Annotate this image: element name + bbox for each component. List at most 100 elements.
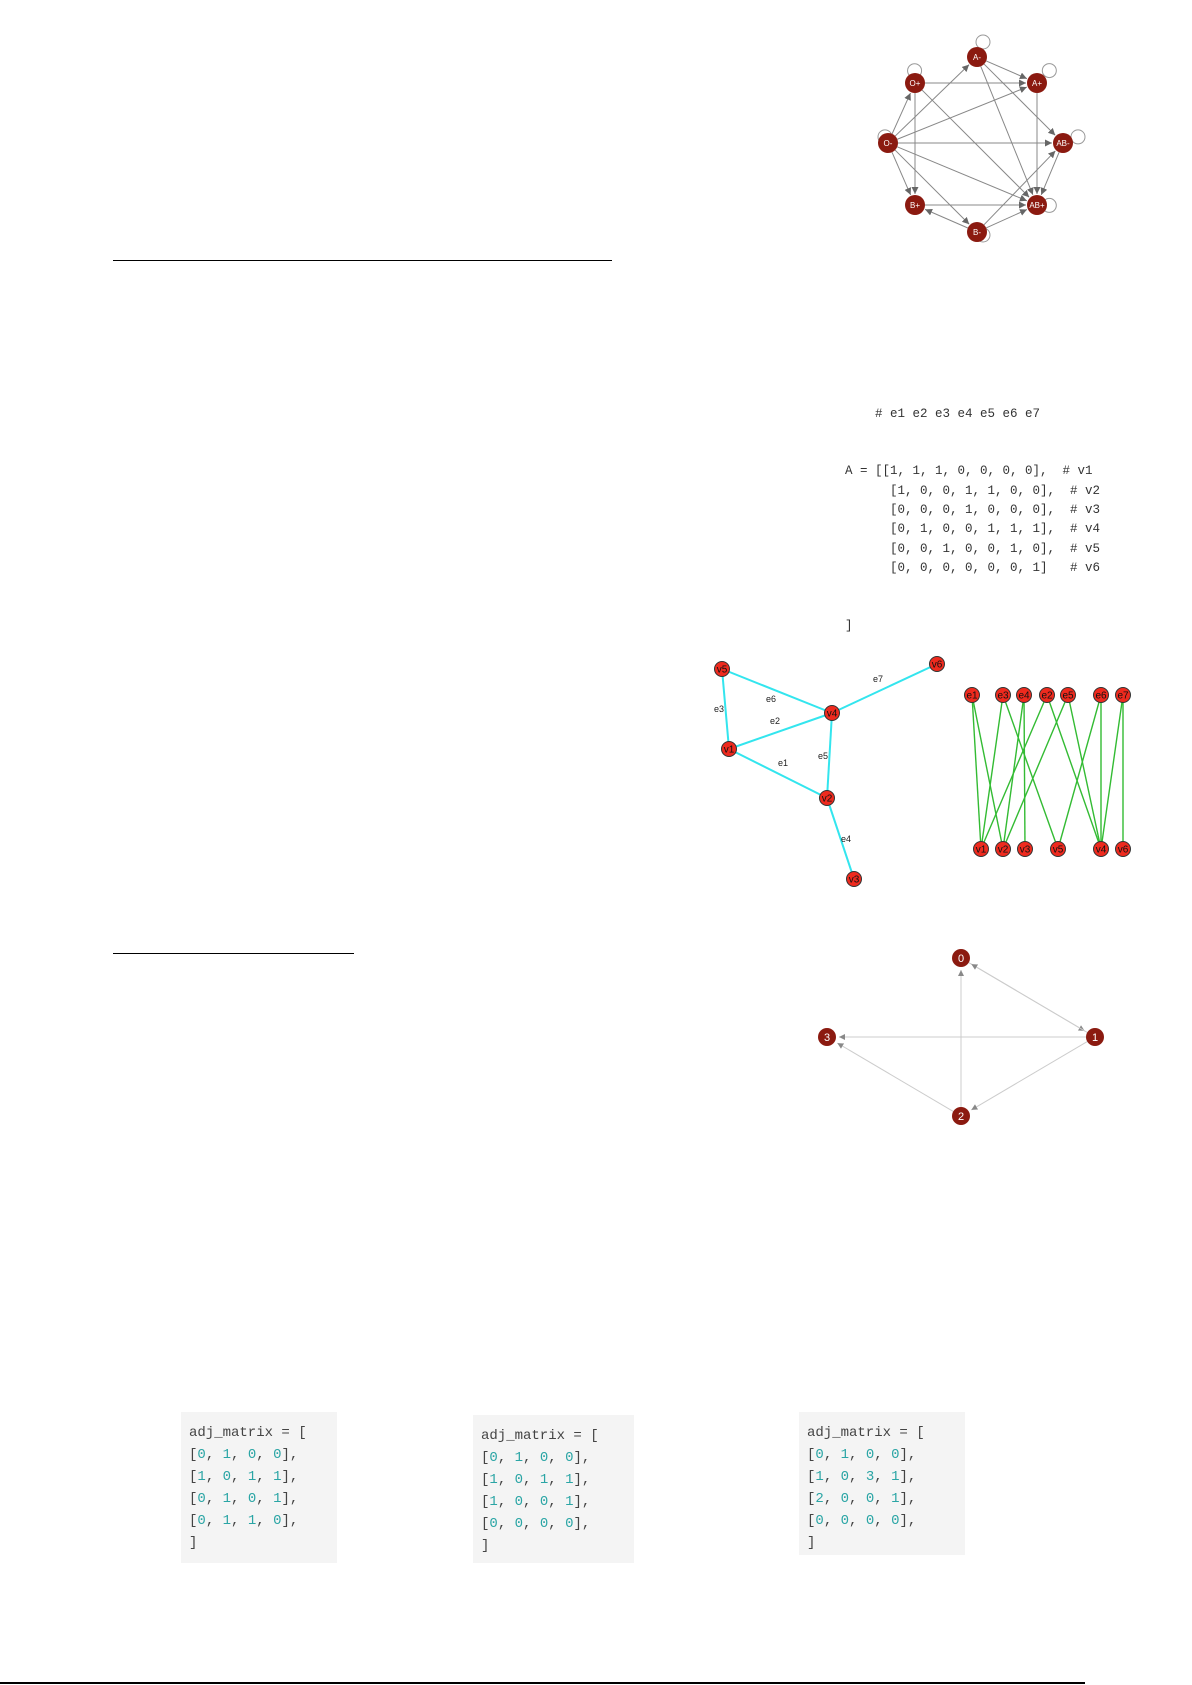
graph-node (1060, 687, 1076, 703)
graph-node (846, 871, 862, 887)
graph-node (905, 195, 925, 215)
code-footer: ] (807, 1535, 816, 1551)
matrix-value: 0 (840, 1469, 850, 1485)
directed-graph: 0 1 2 3 (818, 949, 1104, 1125)
node-label: AB- (1056, 139, 1070, 148)
node-label: 1 (1092, 1032, 1098, 1044)
matrix-value: 0 (273, 1447, 282, 1463)
section-underline (113, 260, 612, 261)
code-block: adj_matrix = [[0, 1, 0, 0], [1, 0, 3, 1],… (799, 1412, 965, 1555)
matrix-value: 1 (565, 1494, 574, 1510)
graph-node (1086, 1028, 1104, 1046)
node-label: e5 (1062, 691, 1074, 702)
graph-node (714, 661, 730, 677)
node-label: v1 (724, 745, 735, 756)
bipartite-edge (1100, 694, 1124, 850)
matrix-value: 0 (247, 1447, 257, 1463)
matrix-value: 1 (840, 1447, 850, 1463)
self-loop-edge (1070, 129, 1086, 145)
graph-node (1016, 687, 1032, 703)
matrix-value: 1 (514, 1450, 524, 1466)
node-label: O+ (910, 79, 921, 88)
node-label: v4 (1096, 845, 1107, 856)
matrix-row: [0, 1, 0, 0], (481, 1450, 591, 1466)
matrix-value: 0 (514, 1472, 524, 1488)
incidence-header: # e1 e2 e3 e4 e5 e6 e7 (875, 406, 1041, 421)
node-label: B+ (910, 201, 920, 210)
matrix-value: 1 (565, 1472, 574, 1488)
graph-node (1115, 687, 1131, 703)
matrix-row: [0, 0, 0, 0], (807, 1513, 917, 1529)
matrix-value: 0 (539, 1450, 549, 1466)
bipartite-edge (1002, 694, 1059, 850)
matrix-row: [1, 0, 1, 1], (189, 1469, 299, 1485)
graph-edge (721, 668, 730, 750)
matrix-row: [0, 0, 0, 0, 0, 0, 1] # v6 (845, 560, 1101, 575)
matrix-value: 0 (865, 1447, 875, 1463)
node-label: v4 (827, 709, 838, 720)
graph-node (1050, 841, 1066, 857)
matrix-value: 0 (489, 1450, 498, 1466)
code-header: adj_matrix = [ (807, 1425, 925, 1441)
matrix-value: 0 (247, 1491, 257, 1507)
code-block: adj_matrix = [[0, 1, 0, 0], [1, 0, 1, 1],… (473, 1415, 634, 1563)
matrix-value: 0 (565, 1516, 574, 1532)
matrix-row: [0, 1, 1, 0], (189, 1513, 299, 1529)
graph-node (995, 841, 1011, 857)
edge-label: e7 (873, 674, 883, 684)
matrix-value: 0 (197, 1513, 206, 1529)
matrix-value: 3 (865, 1469, 875, 1485)
graph-node (824, 705, 840, 721)
node-label: e2 (1041, 691, 1053, 702)
section-underline (113, 953, 354, 954)
directed-edge (983, 150, 1056, 226)
directed-edge (985, 209, 1028, 229)
matrix-value: 0 (840, 1513, 850, 1529)
matrix-value: 0 (489, 1516, 498, 1532)
edge-label: e1 (778, 758, 788, 768)
matrix-row: A = [[1, 1, 1, 0, 0, 0, 0], # v1 (845, 464, 1093, 479)
self-loop-edge (975, 34, 991, 50)
matrix-row: [0, 0, 0, 0], (481, 1516, 591, 1532)
matrix-value: 0 (865, 1513, 875, 1529)
graph-edge (826, 797, 855, 880)
matrix-value: 1 (247, 1469, 257, 1485)
matrix-value: 0 (539, 1494, 549, 1510)
matrix-value: 0 (197, 1447, 206, 1463)
node-label: 3 (824, 1032, 830, 1044)
graph-node (878, 133, 898, 153)
graph-node (1039, 687, 1055, 703)
bipartite-edge (1002, 694, 1069, 850)
directed-edge (897, 86, 1027, 140)
matrix-value: 0 (815, 1513, 824, 1529)
matrix-value: 0 (273, 1513, 282, 1529)
node-label: v3 (849, 875, 860, 886)
matrix-row: [0, 1, 0, 1], (189, 1491, 299, 1507)
bipartite-edge (1057, 694, 1102, 850)
graph-node (964, 687, 980, 703)
matrix-row: [0, 1, 0, 0], (189, 1447, 299, 1463)
edge-label: e3 (714, 704, 724, 714)
graph-node (973, 841, 989, 857)
bipartite-edge (1067, 694, 1102, 850)
matrix-value: 1 (891, 1491, 900, 1507)
matrix-value: 0 (891, 1513, 900, 1529)
graph-edge (728, 712, 833, 750)
node-label: v5 (717, 665, 728, 676)
code-footer: ] (481, 1538, 490, 1554)
matrix-value: 1 (273, 1469, 282, 1485)
graph-node (952, 949, 970, 967)
bipartite-edge (971, 694, 1004, 850)
graph-node (1053, 133, 1073, 153)
graph-edge (826, 712, 833, 799)
blood-type-graph: A- A+ AB- AB+ B- B+ O- O+ (877, 34, 1086, 243)
graph-node (929, 656, 945, 672)
node-label: AB+ (1029, 201, 1045, 210)
graph-node (1027, 195, 1047, 215)
matrix-row: [2, 0, 0, 1], (807, 1491, 917, 1507)
graph-drawing: e1 e2 e3 e4 e5 e6 e7 v1 v2 v3 v4 v5 v6 (714, 656, 945, 887)
directed-edge (985, 60, 1028, 80)
matrix-row: [1, 0, 3, 1], (807, 1469, 917, 1485)
matrix-value: 0 (865, 1491, 875, 1507)
